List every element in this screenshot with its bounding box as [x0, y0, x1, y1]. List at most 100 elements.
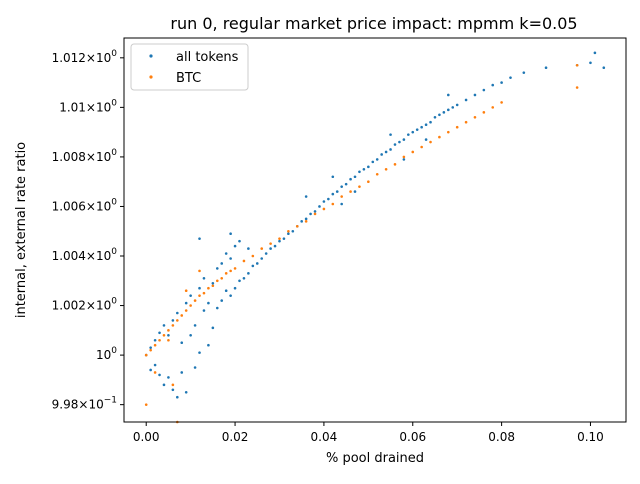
data-point: [215, 306, 219, 310]
y-tick-label: 1.01×100: [59, 98, 117, 114]
data-point: [211, 281, 215, 285]
x-tick-label: 0.02: [222, 430, 249, 444]
data-point: [260, 257, 264, 260]
data-point: [207, 343, 210, 347]
data-point: [193, 366, 197, 369]
x-tick-label: 0.06: [399, 430, 426, 444]
data-point: [402, 138, 406, 141]
y-axis-label: internal, external rate ratio: [14, 142, 29, 318]
data-point: [509, 76, 512, 79]
data-point: [149, 346, 152, 349]
data-point: [202, 277, 206, 280]
data-point: [367, 165, 370, 169]
data-point: [322, 207, 326, 211]
data-point: [353, 190, 357, 193]
data-point: [291, 229, 295, 233]
data-point: [335, 190, 339, 193]
data-point: [171, 383, 175, 387]
data-point: [167, 333, 170, 337]
data-point: [300, 220, 304, 223]
x-tick-label: 0.08: [488, 430, 515, 444]
data-point: [202, 291, 206, 295]
data-point: [589, 61, 592, 65]
data-point: [162, 383, 166, 387]
data-point: [264, 252, 268, 255]
data-point: [455, 125, 459, 129]
data-point: [180, 371, 184, 374]
data-point: [411, 150, 415, 154]
data-point: [593, 51, 597, 55]
data-point: [215, 279, 219, 283]
data-point: [162, 324, 166, 327]
data-point: [144, 403, 148, 406]
data-point: [207, 286, 210, 290]
points-layer: [144, 51, 606, 424]
data-point: [287, 232, 290, 236]
data-point: [211, 284, 215, 288]
legend-marker-btc: [149, 75, 153, 79]
data-point: [273, 244, 277, 248]
data-point: [304, 195, 308, 198]
data-point: [380, 153, 383, 156]
data-point: [176, 395, 179, 399]
x-axis-ticks: 0.00 0.02 0.04 0.06 0.08 0.10: [133, 422, 604, 444]
data-point: [473, 115, 477, 119]
data-point: [189, 333, 192, 337]
data-point: [238, 279, 241, 283]
data-point: [384, 168, 388, 171]
data-point: [229, 269, 232, 273]
data-point: [153, 343, 157, 347]
data-point: [198, 286, 201, 290]
legend: all tokens BTC: [130, 43, 249, 91]
data-point: [251, 264, 255, 268]
data-point: [282, 237, 286, 240]
data-point: [224, 252, 228, 255]
data-point: [238, 239, 241, 243]
chart-title: run 0, regular market price impact: mpmm…: [170, 14, 577, 33]
data-point: [415, 128, 419, 131]
data-point: [424, 123, 428, 127]
data-point: [384, 150, 388, 154]
data-point: [287, 229, 290, 233]
x-tick-label: 0.10: [577, 430, 604, 444]
data-point: [375, 158, 379, 161]
data-point: [575, 86, 579, 89]
y-tick-label: 1.006×100: [52, 197, 118, 213]
data-point: [371, 160, 375, 164]
data-point: [429, 120, 432, 124]
legend-label-btc: BTC: [176, 71, 201, 86]
data-point: [269, 242, 272, 245]
data-point: [340, 202, 343, 206]
data-point: [242, 259, 246, 263]
data-point: [233, 286, 237, 290]
data-point: [313, 212, 317, 216]
data-point: [491, 106, 495, 109]
y-tick-label: 1.002×100: [52, 297, 118, 313]
data-point: [429, 140, 432, 144]
data-point: [358, 170, 361, 174]
legend-label-all-tokens: all tokens: [176, 50, 239, 65]
data-point: [575, 63, 579, 67]
data-point: [242, 277, 246, 280]
data-point: [153, 371, 157, 374]
data-point: [349, 177, 352, 181]
data-point: [171, 324, 175, 327]
data-point: [202, 309, 206, 312]
data-point: [438, 135, 441, 139]
data-point: [309, 212, 312, 216]
plot-frame: [123, 37, 627, 423]
data-point: [318, 205, 321, 208]
data-point: [269, 247, 272, 250]
data-point: [184, 301, 188, 305]
data-point: [442, 111, 446, 114]
data-point: [464, 120, 468, 124]
data-point: [313, 210, 317, 213]
data-point: [167, 338, 170, 342]
data-point: [207, 301, 210, 305]
x-tick-label: 0.00: [133, 430, 160, 444]
data-point: [211, 326, 215, 330]
series-0: [144, 51, 606, 399]
data-point: [420, 125, 423, 129]
